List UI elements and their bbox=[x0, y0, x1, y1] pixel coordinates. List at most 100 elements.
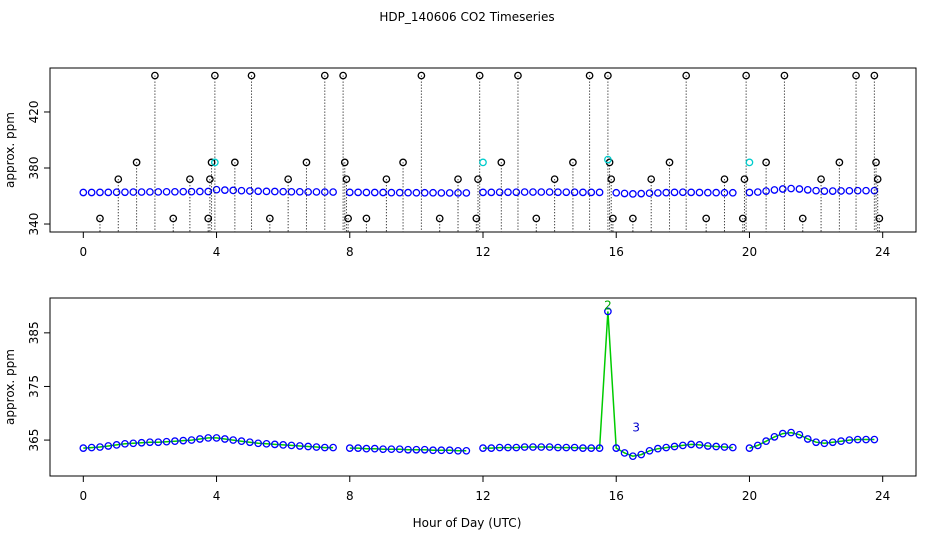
point bbox=[585, 71, 594, 80]
point bbox=[354, 444, 362, 452]
point bbox=[279, 187, 288, 196]
point bbox=[612, 188, 621, 197]
point bbox=[570, 188, 579, 197]
point bbox=[682, 71, 691, 80]
point bbox=[211, 71, 219, 80]
point bbox=[837, 437, 845, 446]
point bbox=[395, 445, 404, 454]
point bbox=[629, 452, 637, 461]
point bbox=[129, 439, 138, 448]
point bbox=[462, 446, 471, 455]
point bbox=[154, 188, 163, 196]
point bbox=[570, 443, 579, 452]
point bbox=[79, 444, 88, 452]
point bbox=[132, 158, 141, 167]
chart-title: HDP_140606 CO2 Timeseries bbox=[379, 10, 554, 24]
point bbox=[562, 188, 571, 197]
point bbox=[828, 187, 837, 195]
x-tick-label: 0 bbox=[79, 245, 87, 259]
x-tick-label: 4 bbox=[213, 489, 221, 503]
point bbox=[279, 441, 288, 449]
x-axis-label: Hour of Day (UTC) bbox=[413, 516, 522, 530]
point bbox=[629, 214, 637, 223]
point bbox=[629, 190, 637, 198]
point bbox=[231, 158, 239, 167]
point bbox=[221, 186, 229, 194]
point bbox=[221, 435, 229, 443]
point bbox=[798, 214, 807, 223]
point bbox=[370, 444, 379, 453]
point bbox=[787, 184, 795, 193]
point bbox=[853, 186, 862, 195]
y-tick-label: 375 bbox=[27, 375, 41, 398]
point bbox=[87, 188, 96, 197]
point bbox=[137, 438, 146, 447]
point bbox=[495, 443, 504, 452]
point bbox=[579, 444, 587, 452]
point bbox=[803, 435, 812, 443]
point bbox=[875, 214, 884, 223]
point bbox=[702, 214, 711, 223]
point bbox=[762, 187, 770, 195]
point bbox=[762, 437, 770, 446]
point bbox=[487, 188, 496, 197]
y-tick-label: 380 bbox=[27, 157, 41, 180]
point bbox=[462, 189, 471, 197]
point bbox=[620, 449, 629, 457]
point bbox=[229, 436, 238, 444]
point bbox=[745, 158, 754, 167]
point bbox=[254, 187, 263, 196]
point bbox=[121, 439, 129, 448]
point bbox=[862, 186, 870, 195]
point bbox=[812, 438, 820, 447]
point bbox=[637, 189, 646, 198]
point bbox=[362, 188, 371, 197]
y-tick-label: 385 bbox=[27, 321, 41, 344]
point bbox=[79, 188, 88, 197]
x-tick-label: 8 bbox=[346, 245, 354, 259]
point bbox=[304, 188, 312, 196]
point bbox=[171, 187, 179, 196]
point bbox=[512, 188, 521, 197]
point bbox=[320, 71, 329, 80]
point bbox=[712, 442, 721, 451]
point bbox=[87, 443, 96, 452]
point bbox=[186, 175, 194, 184]
point bbox=[745, 444, 754, 452]
point bbox=[853, 435, 862, 444]
point bbox=[545, 443, 554, 451]
point bbox=[870, 71, 879, 80]
point bbox=[454, 175, 462, 184]
point bbox=[207, 158, 216, 167]
point bbox=[778, 185, 787, 193]
point bbox=[545, 188, 554, 196]
point bbox=[204, 214, 213, 223]
point bbox=[662, 443, 671, 452]
point bbox=[287, 187, 296, 196]
point bbox=[795, 185, 804, 193]
point bbox=[395, 188, 404, 197]
x-tick-label: 12 bbox=[475, 489, 490, 503]
point bbox=[487, 444, 496, 452]
point bbox=[687, 188, 696, 197]
point bbox=[96, 188, 104, 197]
point bbox=[187, 187, 196, 196]
point bbox=[497, 158, 506, 167]
point bbox=[206, 175, 214, 184]
y-tick-label: 340 bbox=[27, 213, 41, 236]
point bbox=[762, 158, 770, 167]
point bbox=[96, 214, 104, 223]
point bbox=[595, 188, 604, 197]
x-tick-label: 4 bbox=[213, 245, 221, 259]
point bbox=[728, 188, 737, 197]
point bbox=[345, 444, 354, 452]
point bbox=[753, 441, 762, 450]
point bbox=[569, 158, 577, 167]
point bbox=[479, 158, 487, 167]
point bbox=[404, 445, 412, 454]
point bbox=[620, 189, 629, 198]
x-tick-label: 16 bbox=[609, 245, 624, 259]
point bbox=[196, 187, 204, 196]
point bbox=[753, 188, 762, 196]
point bbox=[179, 436, 188, 445]
